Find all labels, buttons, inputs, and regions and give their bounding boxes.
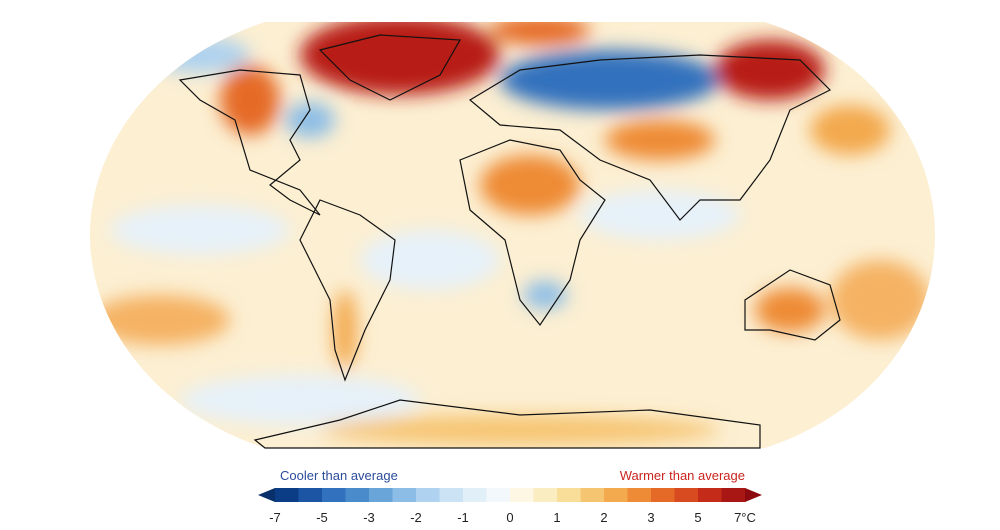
color-swatch	[416, 488, 440, 502]
color-swatch	[580, 488, 605, 502]
color-swatch	[486, 488, 511, 502]
legend-left-label: Cooler than average	[280, 468, 398, 483]
tick-label: 1	[553, 510, 560, 525]
tick-label: -5	[316, 510, 328, 525]
color-swatch	[651, 488, 675, 502]
under-arrow	[258, 488, 275, 502]
tick-label: 7°C	[734, 510, 756, 525]
color-swatch	[298, 488, 323, 502]
color-swatch	[721, 488, 746, 502]
color-swatch	[369, 488, 393, 502]
legend-right-label: Warmer than average	[620, 468, 745, 483]
tick-label: 0	[506, 510, 513, 525]
color-swatch	[557, 488, 581, 502]
tick-label: 2	[600, 510, 607, 525]
anomaly-field	[90, 22, 930, 445]
tick-label: -7	[269, 510, 281, 525]
color-swatch	[533, 488, 558, 502]
tick-label: -1	[457, 510, 469, 525]
over-arrow	[745, 488, 762, 502]
tick-label: -3	[363, 510, 375, 525]
tick-label: -2	[410, 510, 422, 525]
coastlines	[178, 34, 841, 449]
color-swatch	[510, 488, 534, 502]
color-swatch	[275, 488, 299, 502]
color-swatch	[439, 488, 464, 502]
legend: Cooler than average Warmer than average …	[258, 468, 762, 525]
color-swatch	[322, 488, 346, 502]
color-swatch	[604, 488, 628, 502]
color-swatch	[627, 488, 652, 502]
color-swatch	[345, 488, 370, 502]
tick-label: 3	[647, 510, 654, 525]
color-swatch	[674, 488, 699, 502]
map	[90, 22, 935, 449]
color-swatch	[698, 488, 722, 502]
color-swatch	[463, 488, 487, 502]
tick-label: 5	[694, 510, 701, 525]
color-swatch	[392, 488, 417, 502]
